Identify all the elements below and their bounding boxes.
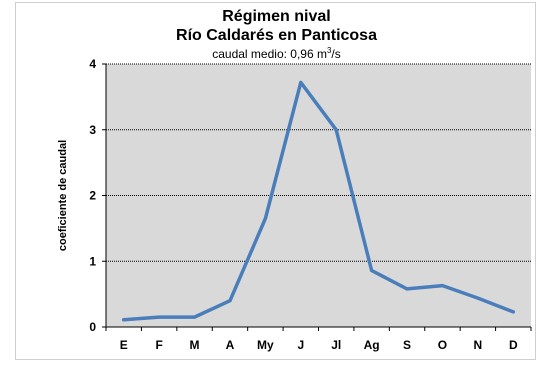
caption-suffix: /s bbox=[331, 47, 341, 61]
data-point bbox=[193, 315, 197, 319]
x-tick-label: My bbox=[257, 338, 274, 352]
chart-caption: caudal medio: 0,96 m3/s bbox=[0, 46, 553, 61]
y-tick-label: 3 bbox=[89, 123, 96, 137]
x-tick-label: Jl bbox=[331, 338, 341, 352]
caption-prefix: caudal medio: 0,96 m bbox=[212, 47, 327, 61]
y-tick-label: 2 bbox=[89, 189, 96, 203]
axes bbox=[102, 63, 532, 331]
data-point bbox=[511, 310, 515, 314]
x-tick-label: N bbox=[474, 338, 483, 352]
x-tick-label: O bbox=[438, 338, 447, 352]
data-point bbox=[122, 318, 126, 322]
y-tick-label: 1 bbox=[89, 254, 96, 268]
chart-title: Régimen nival bbox=[222, 8, 331, 25]
y-tick-labels: 0 1 2 3 4 bbox=[89, 57, 96, 334]
data-point bbox=[299, 80, 303, 84]
x-tick-label: M bbox=[190, 338, 200, 352]
data-point bbox=[228, 299, 232, 303]
data-point bbox=[157, 315, 161, 319]
x-tick-labels: E F M A My J Jl Ag S O N D bbox=[120, 338, 518, 352]
x-tick-label: J bbox=[297, 338, 304, 352]
y-tick-label: 0 bbox=[89, 320, 96, 334]
y-tick-label: 4 bbox=[89, 57, 96, 71]
chart-title-second-line: Río Caldarés en Panticosa bbox=[176, 27, 377, 44]
x-tick-label: F bbox=[155, 338, 162, 352]
gridlines bbox=[106, 63, 531, 262]
series-line bbox=[121, 80, 516, 322]
data-point bbox=[263, 217, 267, 221]
data-point bbox=[476, 296, 480, 300]
x-tick-label: D bbox=[509, 338, 518, 352]
data-point bbox=[334, 128, 338, 132]
y-axis-label: coeficiente de caudal bbox=[57, 140, 69, 251]
x-tick-label: Ag bbox=[364, 338, 380, 352]
x-tick-label: S bbox=[403, 338, 411, 352]
data-point bbox=[370, 268, 374, 272]
x-tick-label: E bbox=[120, 338, 128, 352]
x-tick-label: A bbox=[226, 338, 235, 352]
caption-superscript: 3 bbox=[326, 46, 332, 55]
data-point bbox=[440, 284, 444, 288]
data-point bbox=[405, 287, 409, 291]
